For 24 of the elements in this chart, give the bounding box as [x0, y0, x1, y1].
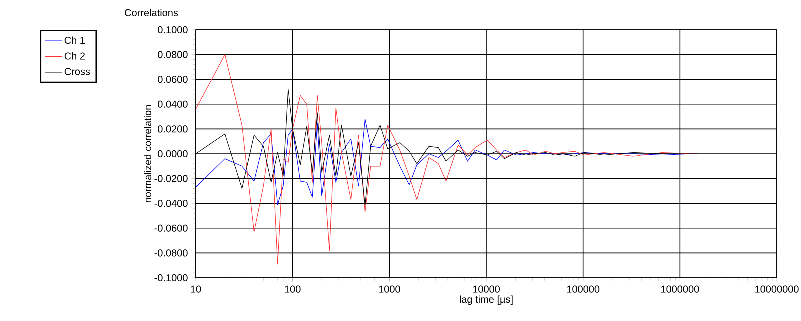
- legend-label: Cross: [64, 68, 90, 76]
- y-tick-label: 0.1000: [158, 26, 188, 34]
- y-tick-label: 0.0400: [158, 100, 188, 108]
- y-tick-label: -0.0800: [154, 250, 188, 257]
- y-tick-label: 0.0800: [158, 51, 188, 58]
- y-tick-label: 0.0200: [158, 126, 188, 133]
- chart-title: Correlations: [125, 9, 178, 16]
- x-tick-label: 10000: [473, 286, 500, 293]
- legend-label: Ch 1: [64, 36, 86, 44]
- y-tick-label: -0.0400: [154, 200, 188, 208]
- y-tick-label: -0.0200: [154, 175, 188, 182]
- x-tick-label: 10000000: [756, 286, 799, 293]
- y-tick-label: 0.0600: [158, 76, 188, 84]
- x-tick-label: 1000: [379, 286, 400, 293]
- legend-label: Ch 2: [64, 52, 85, 60]
- y-tick-label: -0.1000: [154, 274, 188, 282]
- x-axis-title: lag time [µs]: [460, 296, 513, 306]
- x-tick-label: 1000000: [661, 286, 700, 293]
- y-tick-label: -0.0600: [154, 224, 188, 232]
- y-tick-label: 0.0000: [158, 150, 188, 158]
- y-axis-title: normalized correlation: [144, 105, 152, 203]
- x-tick-label: 100: [285, 286, 301, 293]
- x-tick-label: 10: [191, 286, 202, 293]
- x-tick-label: 100000: [567, 286, 600, 293]
